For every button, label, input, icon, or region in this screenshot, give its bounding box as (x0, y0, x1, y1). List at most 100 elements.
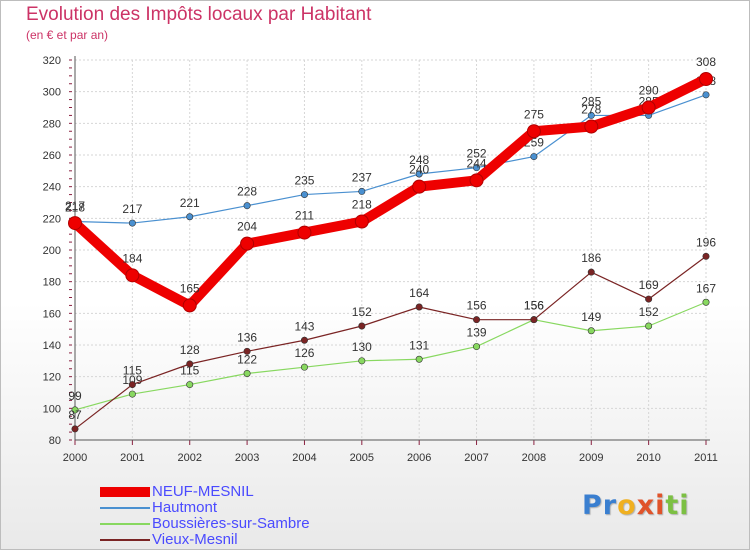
x-tick-label: 2003 (235, 452, 259, 464)
data-label: 211 (295, 209, 314, 223)
x-tick-label: 2009 (579, 452, 603, 464)
data-point (182, 298, 197, 313)
data-point (243, 369, 251, 377)
data-point (473, 316, 481, 324)
data-point (587, 111, 595, 119)
data-point (240, 236, 255, 251)
series-line-neuf-mesnil (70, 74, 711, 311)
y-tick-label: 140 (43, 340, 61, 352)
y-tick-label: 100 (43, 403, 61, 415)
y-tick-label: 220 (43, 213, 61, 225)
legend-swatch-boussieres (100, 523, 150, 525)
proxiti-logo[interactable]: Proxiti (582, 490, 690, 521)
series-vieux-mesnil: 87 115 128 136 143 152 164 156 156 186 169 196 (68, 235, 716, 433)
data-point (297, 225, 312, 240)
series-line-vieux-mesnil (74, 255, 707, 430)
data-point (645, 322, 653, 330)
data-label: 130 (352, 340, 372, 354)
data-label: 186 (581, 251, 601, 265)
data-label: 235 (294, 174, 314, 188)
data-label: 152 (639, 305, 659, 319)
data-label: 237 (352, 170, 372, 184)
series-neuf-mesnil: 217 184 165 204 211 218 240 244 275 278 290 308 (65, 55, 716, 313)
y-tick-label: 180 (43, 277, 61, 289)
data-label: 228 (237, 185, 257, 199)
data-label: 164 (409, 286, 429, 300)
data-point (71, 425, 79, 433)
data-point (702, 91, 710, 99)
legend-label-hautmont: Hautmont (152, 499, 218, 516)
data-point (186, 360, 194, 368)
data-label: 217 (122, 202, 142, 216)
y-tick-label: 300 (43, 87, 61, 99)
legend-label-boussieres: Boussières-sur-Sambre (152, 515, 310, 532)
data-label: 136 (237, 330, 257, 344)
data-label: 131 (409, 338, 429, 352)
x-tick-label: 2006 (407, 452, 431, 464)
data-label: 115 (180, 364, 199, 378)
x-tick-label: 2005 (350, 452, 374, 464)
y-tick-label: 280 (43, 118, 61, 130)
data-point (300, 336, 308, 344)
logo-letter: r (602, 490, 618, 521)
x-tick-label: 2000 (63, 452, 87, 464)
y-tick-label: 320 (43, 55, 61, 67)
data-point (587, 268, 595, 276)
y-tick-label: 80 (49, 435, 61, 447)
data-point (128, 381, 136, 389)
data-point (186, 213, 194, 221)
x-tick-label: 2008 (522, 452, 546, 464)
logo-letter: t (665, 490, 680, 521)
logo-letter: P (582, 490, 603, 521)
data-label: 184 (122, 251, 142, 265)
legend-swatch-hautmont (100, 507, 150, 509)
data-label: 109 (122, 373, 142, 387)
logo-letter: i (655, 490, 666, 521)
chart-subtitle: (en € et par an) (26, 28, 109, 42)
data-label: 218 (65, 201, 85, 215)
data-label: 290 (639, 84, 659, 98)
data-label: 156 (524, 299, 544, 313)
data-point (300, 363, 308, 371)
data-point (530, 316, 538, 324)
logo-letter: o (617, 490, 637, 521)
data-point (300, 191, 308, 199)
data-point (415, 170, 423, 178)
data-label: 122 (237, 353, 257, 367)
data-label: 218 (352, 198, 372, 212)
y-tick-label: 200 (43, 245, 61, 257)
data-label: 275 (524, 107, 544, 121)
data-label: 128 (180, 343, 200, 357)
data-point (415, 355, 423, 363)
data-label: 308 (696, 55, 716, 69)
x-tick-label: 2011 (694, 452, 718, 464)
data-label: 221 (180, 196, 200, 210)
legend-swatch-neuf-mesnil (100, 487, 150, 497)
data-point (186, 381, 194, 389)
line-chart: 80 100 120 140 160 180 200 220 240 260 280 300 320 20… (43, 55, 718, 464)
legend-label-neuf-mesnil: NEUF-MESNIL (152, 483, 254, 500)
data-label: 87 (68, 408, 82, 422)
data-label: 278 (581, 103, 601, 117)
data-label: 217 (65, 199, 85, 213)
x-tick-label: 2002 (177, 452, 201, 464)
data-point (128, 390, 136, 398)
data-point (68, 216, 82, 231)
data-point (645, 295, 653, 303)
y-tick-label: 160 (43, 308, 61, 320)
data-point (243, 202, 251, 210)
data-point (473, 343, 481, 351)
data-label: 252 (467, 147, 487, 161)
data-label: 165 (180, 281, 200, 295)
x-tick-label: 2004 (292, 452, 316, 464)
x-tick-label: 2010 (636, 452, 660, 464)
data-label: 285 (581, 94, 601, 108)
series-line-hautmont (74, 94, 707, 224)
data-point (415, 303, 423, 311)
data-point (702, 298, 710, 306)
data-point (358, 357, 366, 365)
data-point (702, 252, 710, 260)
data-label: 248 (409, 153, 429, 167)
data-point (125, 268, 140, 283)
